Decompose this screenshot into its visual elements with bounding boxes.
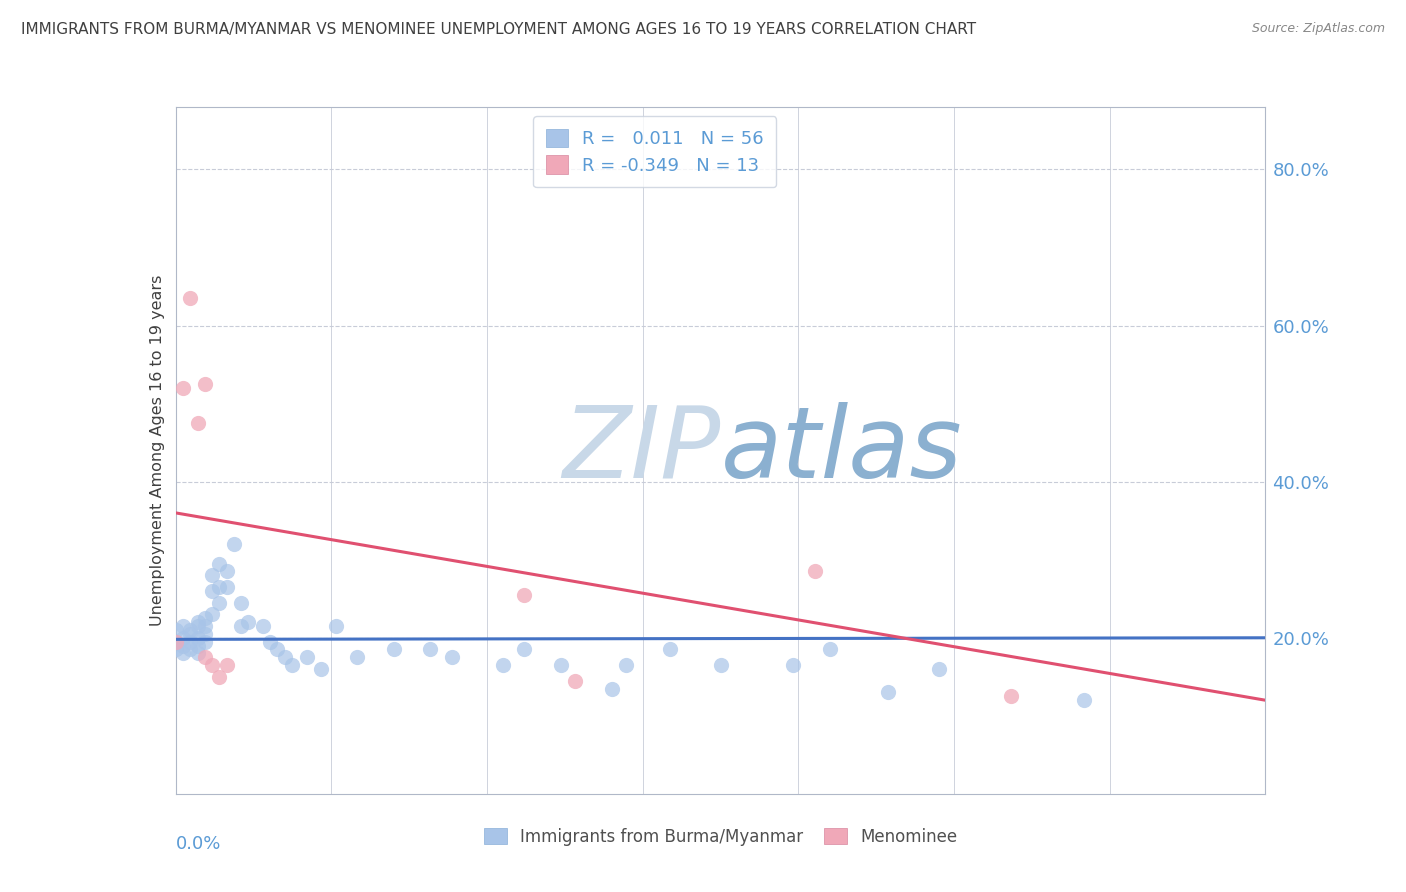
Point (1000, 690, 1022, 704)
Point (876, 685, 898, 699)
Point (252, 619, 274, 633)
Point (201, 607, 224, 622)
Point (259, 634, 281, 648)
Point (172, 646, 194, 660)
Point (186, 646, 209, 660)
Point (231, 596, 253, 610)
Point (550, 658, 572, 673)
Point (492, 658, 515, 673)
Point (295, 650, 318, 665)
Point (513, 588, 536, 602)
Point (172, 639, 194, 653)
Point (231, 619, 253, 633)
Point (179, 291, 201, 305)
Point (165, 634, 187, 648)
Point (186, 619, 209, 633)
Point (346, 650, 368, 665)
Point (194, 611, 217, 625)
Point (1073, 693, 1095, 707)
Text: ZIP: ZIP (562, 402, 721, 499)
Point (513, 642, 536, 657)
Point (215, 658, 238, 673)
Point (201, 583, 224, 598)
Point (165, 642, 187, 657)
Point (186, 639, 209, 653)
Legend: Immigrants from Burma/Myanmar, Menominee: Immigrants from Burma/Myanmar, Menominee (475, 820, 966, 855)
Y-axis label: Unemployment Among Ages 16 to 19 years: Unemployment Among Ages 16 to 19 years (149, 275, 165, 626)
Point (382, 642, 405, 657)
Point (165, 634, 187, 648)
Point (194, 377, 217, 392)
Point (215, 565, 238, 579)
Point (179, 634, 201, 648)
Point (564, 673, 586, 688)
Point (179, 642, 201, 657)
Point (419, 642, 441, 657)
Point (266, 642, 288, 657)
Point (440, 650, 463, 665)
Point (186, 416, 209, 430)
Point (208, 557, 231, 571)
Point (186, 615, 209, 630)
Point (238, 615, 260, 630)
Text: IMMIGRANTS FROM BURMA/MYANMAR VS MENOMINEE UNEMPLOYMENT AMONG AGES 16 TO 19 YEAR: IMMIGRANTS FROM BURMA/MYANMAR VS MENOMIN… (21, 22, 976, 37)
Point (179, 623, 201, 637)
Point (172, 631, 194, 645)
Point (194, 619, 217, 633)
Point (818, 642, 841, 657)
Text: atlas: atlas (721, 402, 962, 499)
Point (309, 662, 332, 676)
Point (215, 580, 238, 594)
Point (658, 642, 681, 657)
Point (222, 537, 245, 551)
Point (172, 619, 194, 633)
Text: 0.0%: 0.0% (176, 835, 221, 853)
Point (201, 658, 224, 673)
Point (194, 627, 217, 641)
Point (208, 670, 231, 684)
Point (804, 565, 827, 579)
Point (928, 662, 950, 676)
Point (201, 568, 224, 582)
Point (208, 580, 231, 594)
Point (782, 658, 804, 673)
Point (172, 381, 194, 395)
Point (194, 650, 217, 665)
Point (194, 634, 217, 648)
Text: Source: ZipAtlas.com: Source: ZipAtlas.com (1251, 22, 1385, 36)
Point (208, 596, 231, 610)
Point (179, 627, 201, 641)
Point (281, 658, 304, 673)
Point (710, 658, 733, 673)
Point (274, 650, 297, 665)
Point (600, 681, 623, 696)
Point (186, 631, 209, 645)
Point (325, 619, 347, 633)
Point (165, 623, 187, 637)
Point (614, 658, 637, 673)
